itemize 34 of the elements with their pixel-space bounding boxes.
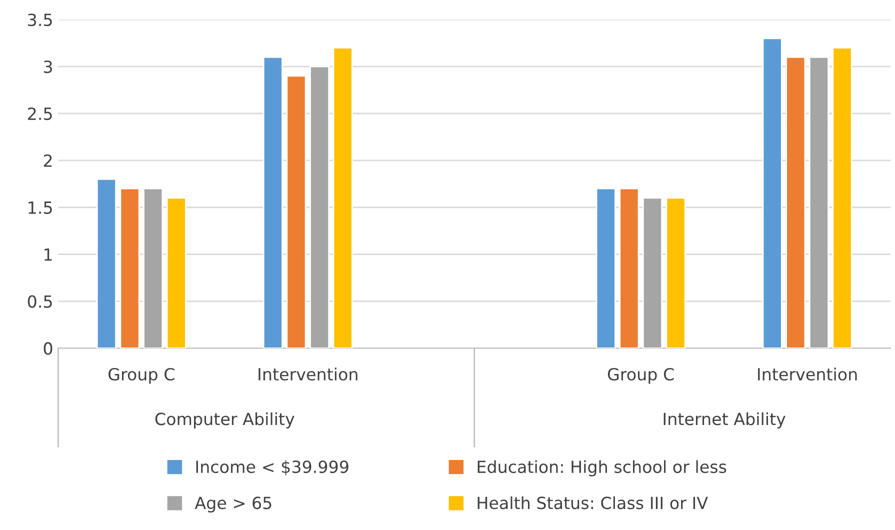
bar	[262, 56, 283, 348]
text: Computer Ability	[155, 412, 294, 428]
bar	[786, 56, 806, 348]
bar	[832, 47, 852, 348]
y-tick-label: 2.5	[28, 107, 52, 120]
y-tick-label: 1.5	[28, 202, 52, 214]
x-tick-label: Intervention	[258, 368, 358, 381]
bar	[596, 188, 616, 348]
y-tick-label: 2	[44, 154, 52, 167]
legend-label: Age > 65	[194, 496, 272, 512]
y-tick-label: 0.5	[28, 295, 52, 308]
bar	[120, 188, 140, 348]
bar	[332, 47, 353, 348]
bar	[310, 66, 330, 348]
bar	[762, 38, 782, 348]
text: Internet Ability	[664, 412, 786, 428]
x-tick-label: Group C	[108, 368, 174, 384]
y-tick-label: 3	[44, 60, 52, 74]
bar	[166, 197, 186, 348]
legend-label: Education: High school or less	[478, 460, 726, 476]
x-tick-label: Intervention	[758, 368, 857, 381]
bar	[143, 188, 164, 348]
bar	[642, 197, 662, 348]
bar	[619, 188, 640, 348]
y-tick-label: 0	[44, 342, 52, 355]
legend-label: Health Status: Class III or IV	[478, 496, 708, 510]
y-tick-label: 1	[44, 248, 52, 261]
legend-label: Income < $39.999	[196, 460, 348, 476]
bar	[666, 197, 686, 348]
bar	[96, 178, 116, 348]
y-tick-label: 3.5	[28, 14, 52, 26]
bar	[286, 75, 306, 348]
x-tick-label: Group C	[608, 368, 674, 384]
bar	[808, 56, 829, 348]
